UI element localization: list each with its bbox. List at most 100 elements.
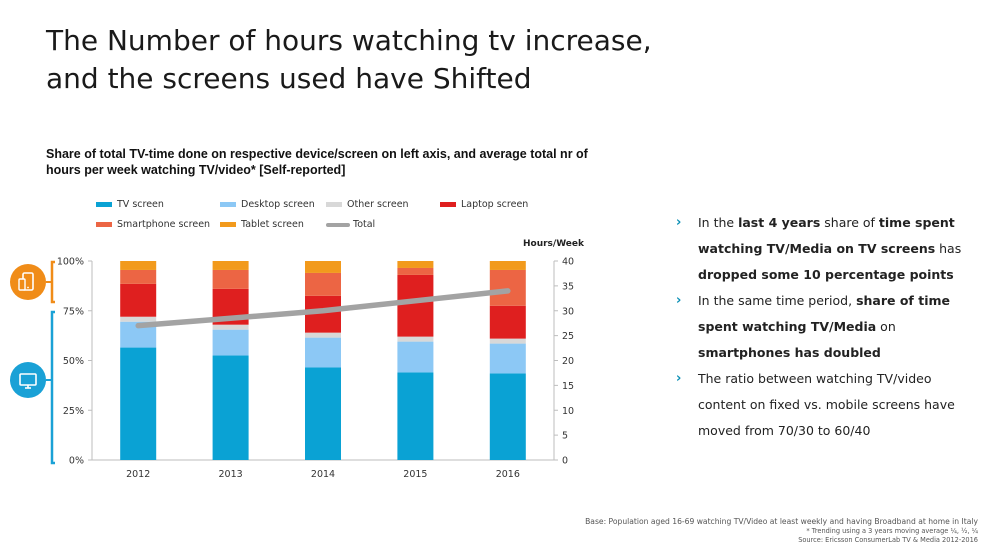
bar-segment (305, 261, 341, 273)
bullet-text: The ratio between watching TV/video cont… (698, 371, 955, 438)
bar-segment (120, 316, 157, 322)
y-right-tick-label: 15 (562, 381, 574, 392)
bar-segment (397, 267, 434, 275)
bullet-text-bold: share of time spent watching TV/Media (698, 293, 950, 334)
y-left-tick-label: 100% (57, 257, 84, 268)
footnote-base: Base: Population aged 16-69 watching TV/… (585, 517, 978, 526)
y-right-tick-label: 10 (562, 406, 574, 417)
bar-segment (212, 355, 249, 460)
bullet-text: In the same time period, (698, 293, 857, 308)
bar-segment (120, 269, 157, 284)
bullet-text: In the (698, 215, 739, 230)
y-right-tick-label: 30 (562, 306, 574, 317)
bar-segment (397, 372, 434, 460)
legend-swatch (440, 202, 456, 207)
bar-segment (305, 272, 341, 296)
bar-segment (489, 338, 526, 344)
bar-segment (212, 329, 249, 356)
y-left-tick-label: 25% (63, 406, 84, 417)
legend-item: Tablet screen (220, 219, 304, 230)
y-left-tick-label: 0% (69, 456, 84, 467)
bar-segment (397, 274, 434, 337)
bar-segment (397, 336, 434, 342)
bullet-text: share of (820, 215, 879, 230)
finding-bullet: › In the last 4 years share of time spent… (676, 210, 966, 288)
legend-item: Smartphone screen (96, 219, 210, 230)
x-tick-label: 2014 (311, 469, 335, 480)
bullet-chevron-icon: › (676, 215, 682, 230)
finding-bullet: › The ratio between watching TV/video con… (676, 366, 966, 444)
key-findings-list: › In the last 4 years share of time spent… (676, 210, 966, 444)
chart-title: Share of total TV-time done on respectiv… (46, 147, 588, 177)
footnote-trend: * Trending using a 3 years moving averag… (806, 527, 978, 535)
bar-segment (120, 261, 157, 270)
x-tick-label: 2012 (126, 469, 150, 480)
bar-segment (212, 324, 249, 330)
bar-segment (489, 269, 526, 306)
finding-bullet: › In the same time period, share of time … (676, 288, 966, 366)
y-left-tick-label: 75% (63, 306, 84, 317)
tv-screen-icon (10, 362, 46, 398)
slide-title-line-1: The Number of hours watching tv increase… (46, 24, 652, 57)
chart-legend: TV screen Desktop screen Other screen Lapto… (96, 199, 576, 235)
legend-label: Smartphone screen (117, 219, 211, 230)
y-left-tick-label: 50% (63, 356, 84, 367)
bar-segment (212, 269, 249, 289)
legend-swatch (220, 222, 236, 227)
legend-label: Desktop screen (241, 199, 315, 210)
bar-segment (120, 347, 157, 460)
y-right-tick-label: 20 (562, 356, 574, 367)
slide-title: The Number of hours watching tv increase… (46, 22, 686, 98)
bullet-text-bold: smartphones has doubled (698, 345, 881, 360)
y-right-tick-label: 40 (562, 257, 574, 268)
y-right-tick-label: 35 (562, 281, 574, 292)
legend-label: Tablet screen (241, 219, 304, 230)
bar-segment (397, 341, 434, 373)
legend-swatch (96, 202, 112, 207)
bar-segment (305, 337, 341, 368)
y-right-tick-label: 25 (562, 331, 574, 342)
y-right-axis-label: Hours/Week (523, 239, 585, 249)
bar-segment (305, 332, 341, 338)
bullet-chevron-icon: › (676, 293, 682, 308)
legend-item: Desktop screen (220, 199, 315, 210)
bar-segment (489, 305, 526, 339)
footnotes: Base: Population aged 16-69 watching TV/… (498, 517, 978, 545)
legend-label: Other screen (347, 199, 409, 210)
mobile-bracket (50, 260, 55, 304)
bar-segment (489, 343, 526, 374)
legend-swatch (96, 222, 112, 227)
legend-swatch (220, 202, 236, 207)
bar-segment (489, 261, 526, 270)
bullet-text: has (935, 241, 962, 256)
y-right-tick-label: 5 (562, 431, 568, 442)
legend-item: Total (326, 219, 375, 230)
legend-label: Laptop screen (461, 199, 529, 210)
legend-item: Laptop screen (440, 199, 528, 210)
legend-label: TV screen (117, 199, 164, 210)
bar-segment (305, 367, 341, 460)
footnote-source: Source: Ericsson ConsumerLab TV & Media … (798, 536, 978, 544)
bullet-text-bold: dropped some 10 percentage points (698, 267, 954, 282)
x-tick-label: 2013 (219, 469, 243, 480)
x-tick-label: 2015 (403, 469, 427, 480)
bullet-text-bold: time spent watching TV/Media on TV scree… (698, 215, 955, 256)
mobile-devices-icon (10, 264, 46, 300)
y-right-tick-label: 0 (562, 456, 568, 467)
legend-label: Total (353, 219, 376, 230)
bullet-text: on (876, 319, 896, 334)
bullet-chevron-icon: › (676, 371, 682, 386)
legend-swatch (326, 202, 342, 207)
legend-item: Other screen (326, 199, 409, 210)
bar-segment (120, 283, 157, 317)
x-tick-label: 2016 (496, 469, 520, 480)
legend-item: TV screen (96, 199, 164, 210)
bullet-text-bold: last 4 years (738, 215, 821, 230)
bar-segment (489, 373, 526, 460)
bar-segment (212, 261, 249, 270)
bar-segment (397, 261, 434, 268)
slide-title-line-2: and the screens used have Shifted (46, 62, 532, 95)
legend-swatch (326, 222, 350, 227)
fixed-bracket (50, 310, 55, 465)
